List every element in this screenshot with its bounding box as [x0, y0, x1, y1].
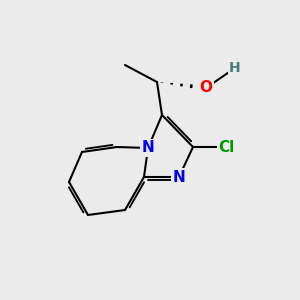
- Text: H: H: [229, 61, 241, 75]
- Text: Cl: Cl: [218, 140, 234, 154]
- Text: N: N: [172, 169, 185, 184]
- Text: N: N: [142, 140, 154, 155]
- Text: O: O: [200, 80, 212, 95]
